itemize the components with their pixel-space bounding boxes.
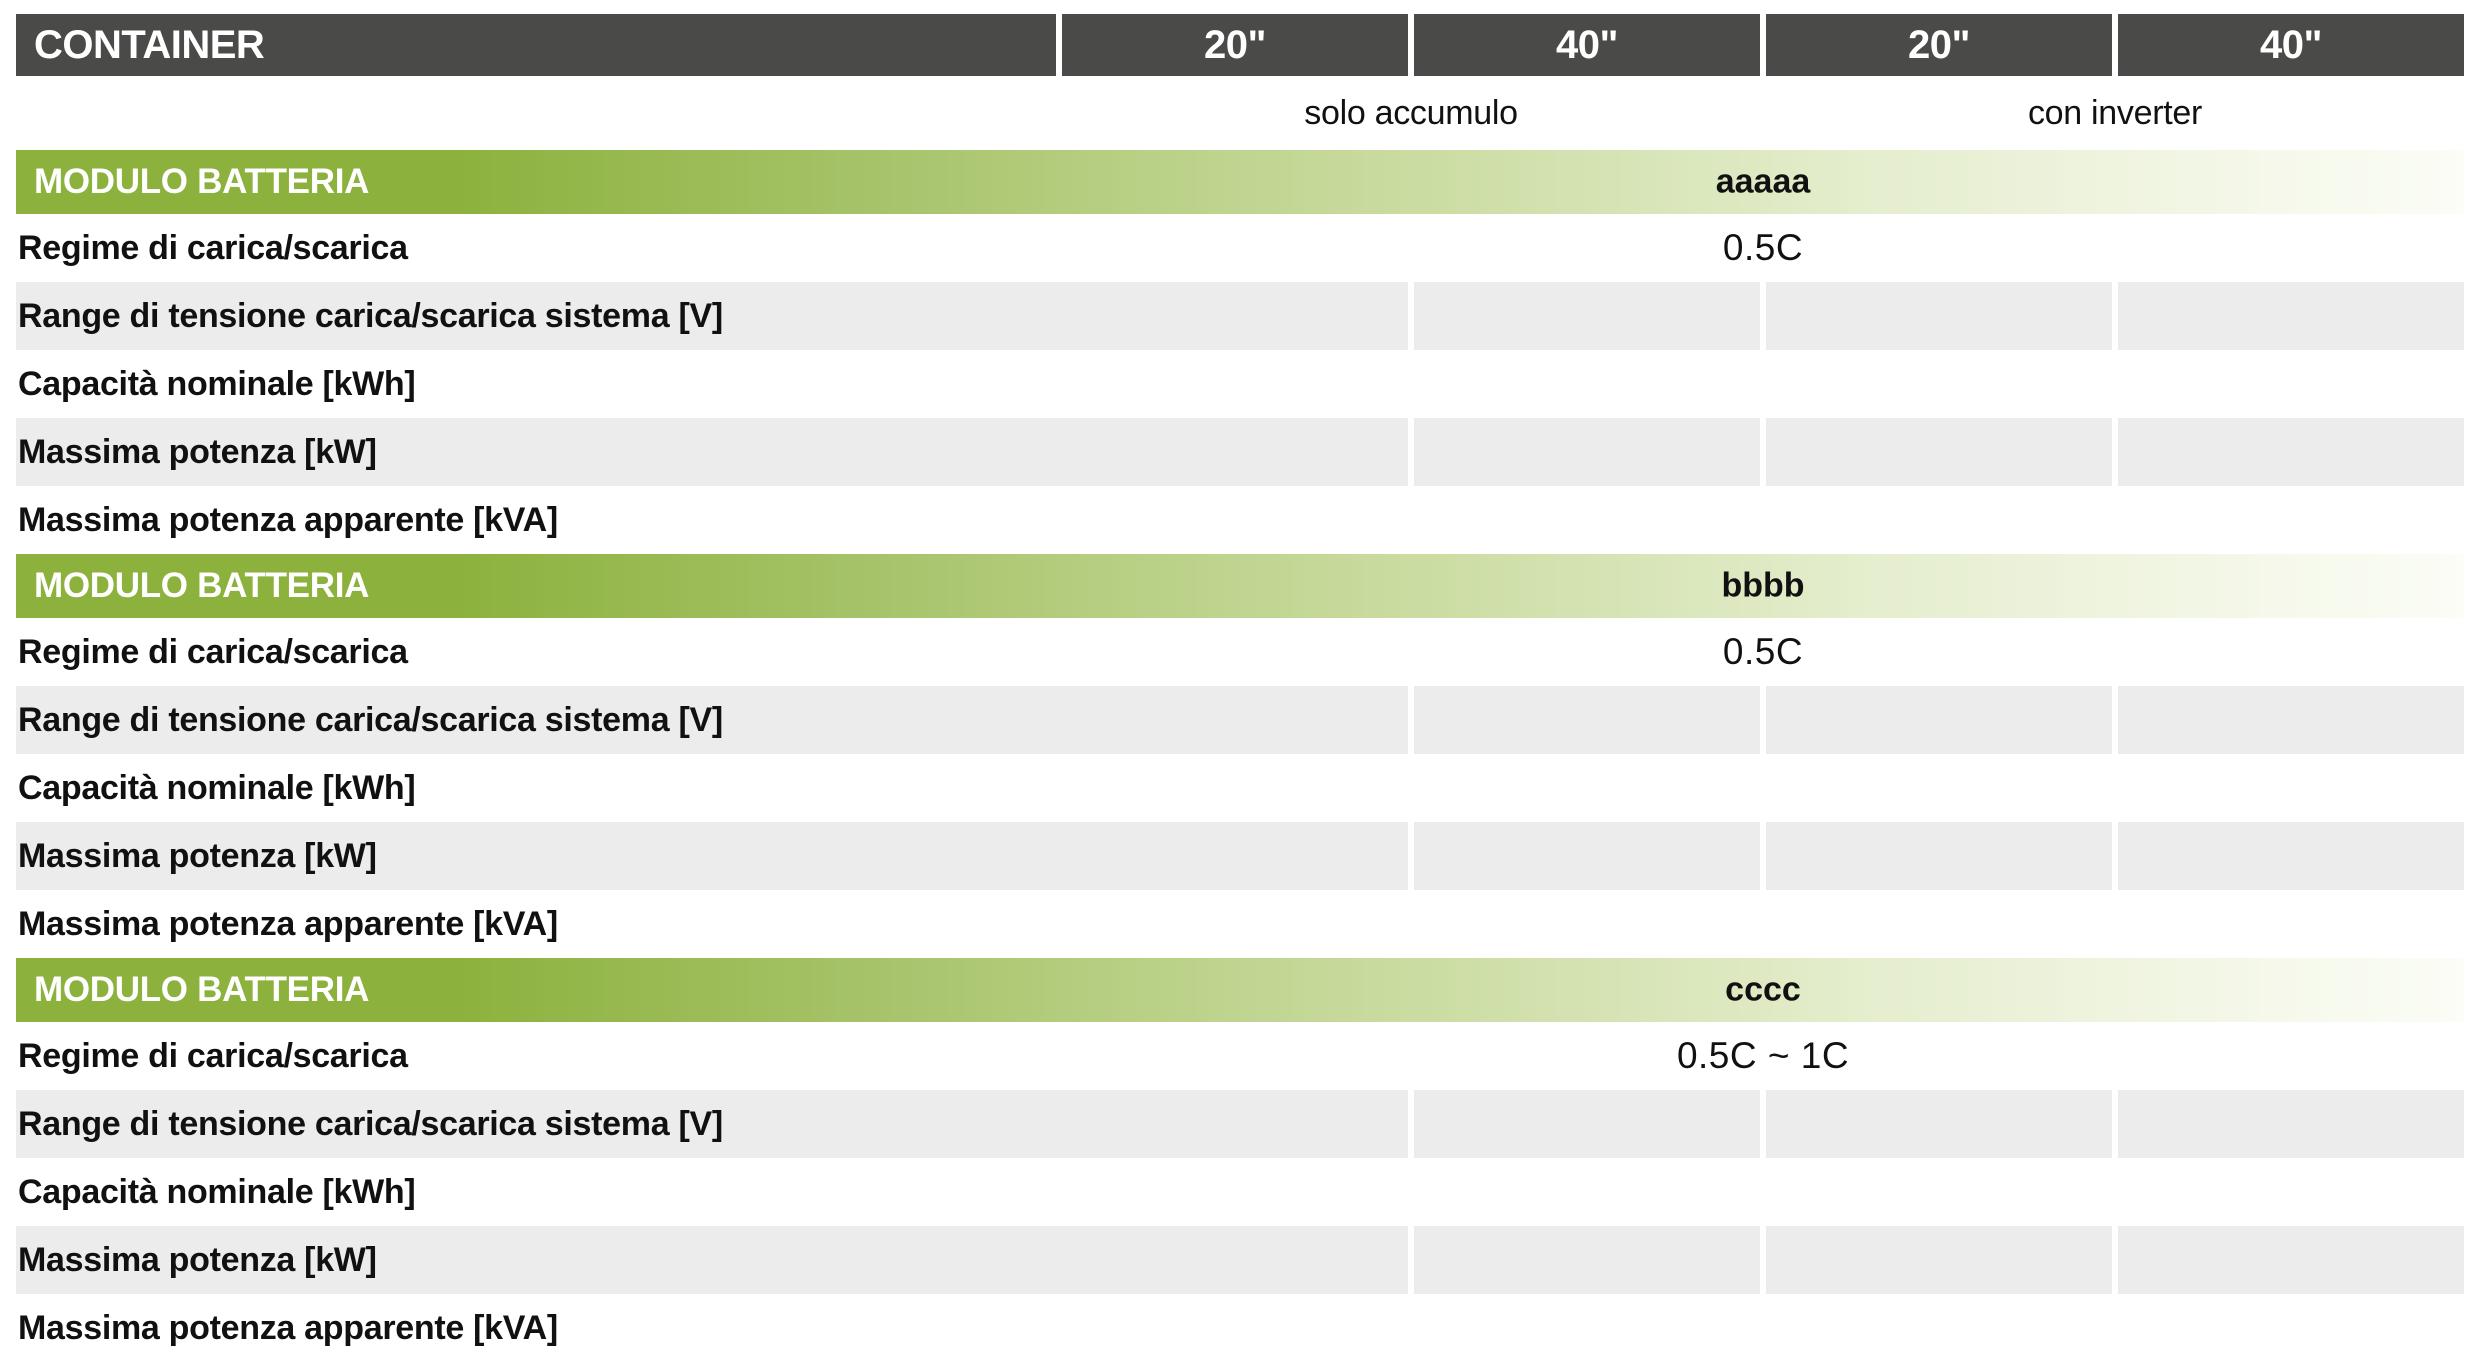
row-label: Massima potenza [kW] [16, 1226, 1408, 1294]
empty-cell [1414, 1090, 1760, 1158]
group-label-solo-accumulo: solo accumulo [1304, 93, 1518, 132]
section-header: MODULO BATTERIA cccc [16, 958, 2464, 1022]
section-product-name: bbbb [1721, 566, 1805, 605]
row-label: Capacità nominale [kWh] [18, 768, 416, 807]
table-row: Massima potenza [kW] [16, 418, 2464, 486]
group-label-con-inverter: con inverter [2027, 93, 2203, 132]
row-label: Range di tensione carica/scarica sistema… [16, 282, 1408, 350]
empty-cell [1414, 686, 1760, 754]
row-label: Massima potenza apparente [kVA] [18, 904, 558, 943]
empty-cell [1766, 1090, 2112, 1158]
row-label: Massima potenza apparente [kVA] [18, 500, 558, 539]
table-row: Massima potenza [kW] [16, 822, 2464, 890]
section-title: MODULO BATTERIA [34, 970, 370, 1009]
row-label: Massima potenza [kW] [16, 418, 1408, 486]
section-product-name: cccc [1725, 970, 1801, 1009]
table-row: Capacità nominale [kWh] [16, 1158, 2464, 1226]
table-row: Massima potenza apparente [kVA] [16, 1294, 2464, 1362]
row-value: 0.5C [1722, 631, 1804, 672]
row-value: 0.5C [1722, 227, 1804, 268]
empty-cell [2118, 686, 2464, 754]
empty-cell [1766, 1226, 2112, 1294]
empty-cell [2118, 1226, 2464, 1294]
container-label: CONTAINER [34, 22, 265, 67]
empty-cell [2118, 282, 2464, 350]
empty-cell [1766, 418, 2112, 486]
table-header-row: CONTAINER 20" 40" 20" 40" [16, 14, 2464, 76]
row-label: Regime di carica/scarica [18, 632, 408, 671]
empty-cell [1766, 282, 2112, 350]
empty-cell [1414, 1226, 1760, 1294]
column-header-40-solo: 40" [1414, 14, 1760, 76]
table-row: Capacità nominale [kWh] [16, 350, 2464, 418]
empty-cell [1414, 282, 1760, 350]
row-label: Range di tensione carica/scarica sistema… [16, 686, 1408, 754]
row-label: Massima potenza [kW] [16, 822, 1408, 890]
empty-cell [2118, 418, 2464, 486]
column-header-20-solo: 20" [1062, 14, 1408, 76]
table-row: Massima potenza [kW] [16, 1226, 2464, 1294]
table-row: Range di tensione carica/scarica sistema… [16, 686, 2464, 754]
section-product-name: aaaaa [1715, 162, 1811, 201]
empty-cell [1414, 822, 1760, 890]
table-row: Range di tensione carica/scarica sistema… [16, 1090, 2464, 1158]
section-header: MODULO BATTERIA aaaaa [16, 150, 2464, 214]
row-value: 0.5C ~ 1C [1676, 1035, 1850, 1076]
table-row: Regime di carica/scarica 0.5C [16, 214, 2464, 282]
table-row: Regime di carica/scarica 0.5C ~ 1C [16, 1022, 2464, 1090]
empty-cell [1766, 822, 2112, 890]
section-title: MODULO BATTERIA [34, 566, 370, 605]
row-label: Regime di carica/scarica [18, 1036, 408, 1075]
empty-cell [1766, 686, 2112, 754]
container-header-cell: CONTAINER [16, 14, 1056, 76]
empty-cell [2118, 822, 2464, 890]
table-row: Massima potenza apparente [kVA] [16, 890, 2464, 958]
column-header-40-inverter: 40" [2118, 14, 2464, 76]
table-row: Range di tensione carica/scarica sistema… [16, 282, 2464, 350]
row-label: Massima potenza apparente [kVA] [18, 1308, 558, 1347]
column-header-20-inverter: 20" [1766, 14, 2112, 76]
row-label: Capacità nominale [kWh] [18, 1172, 416, 1211]
row-label: Regime di carica/scarica [18, 228, 408, 267]
empty-cell [2118, 1090, 2464, 1158]
column-group-row: solo accumulo con inverter [16, 76, 2464, 150]
section-title: MODULO BATTERIA [34, 162, 370, 201]
row-label: Capacità nominale [kWh] [18, 364, 416, 403]
row-label: Range di tensione carica/scarica sistema… [16, 1090, 1408, 1158]
table-row: Capacità nominale [kWh] [16, 754, 2464, 822]
section-header: MODULO BATTERIA bbbb [16, 554, 2464, 618]
empty-cell [1414, 418, 1760, 486]
table-row: Regime di carica/scarica 0.5C [16, 618, 2464, 686]
spec-table: CONTAINER 20" 40" 20" 40" solo accumulo … [16, 14, 2464, 1362]
table-row: Massima potenza apparente [kVA] [16, 486, 2464, 554]
